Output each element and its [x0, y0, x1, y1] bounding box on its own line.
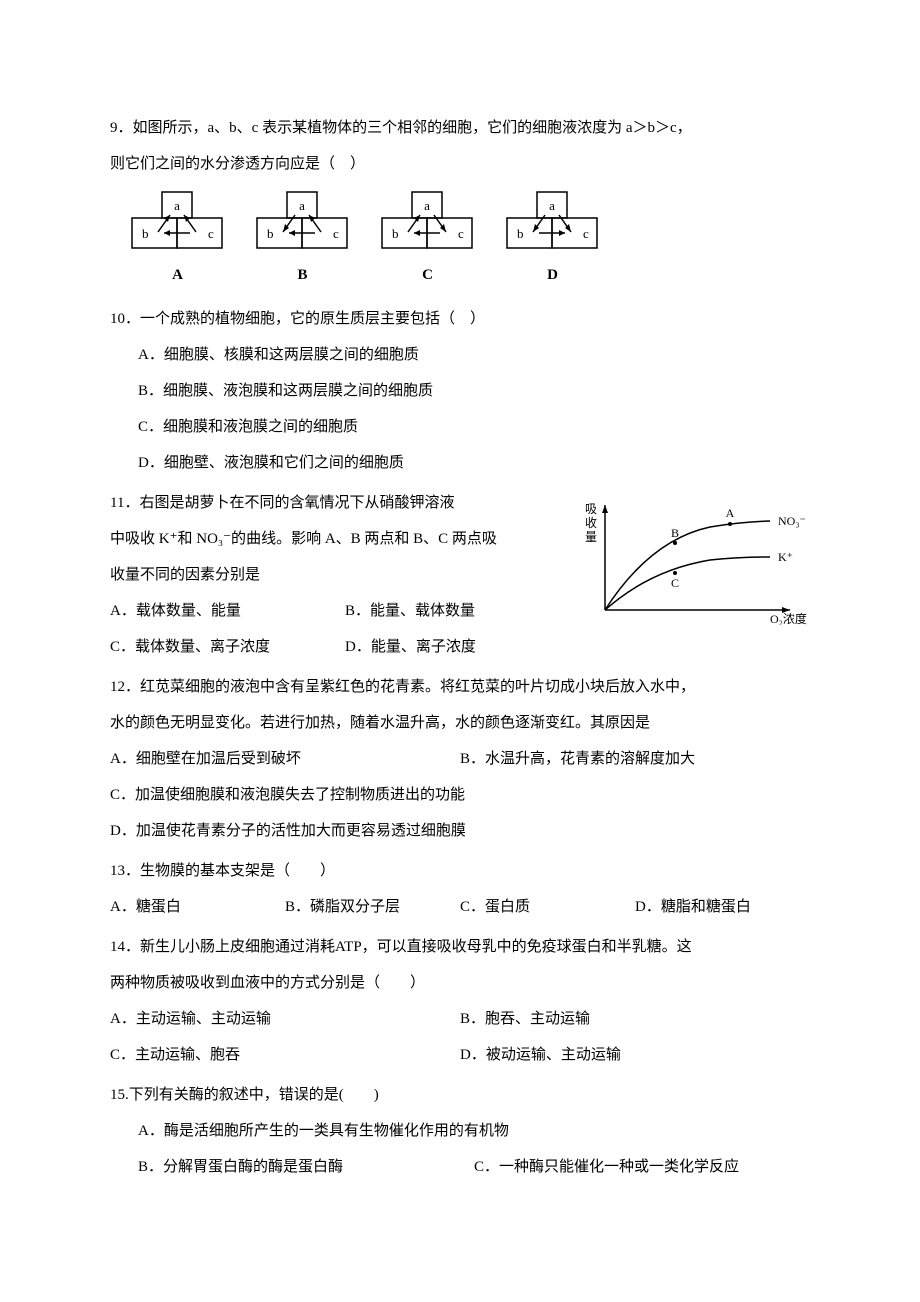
q9-stem-line1: 9．如图所示，a、b、c 表示某植物体的三个相邻的细胞，它们的细胞液浓度为 a＞… [110, 110, 810, 146]
q11-stem-line1: 11．右图是胡萝卜在不同的含氧情况下从硝酸钾溶液 [110, 485, 580, 521]
svg-text:a: a [174, 198, 180, 213]
svg-text:B: B [671, 526, 679, 540]
svg-text:收: 收 [585, 516, 597, 530]
q11-option-c: C．载体数量、离子浓度 [110, 629, 345, 665]
svg-text:量: 量 [585, 530, 597, 544]
q13-option-a: A．糖蛋白 [110, 889, 285, 925]
question-12: 12．红苋菜细胞的液泡中含有呈紫红色的花青素。将红苋菜的叶片切成小块后放入水中，… [110, 669, 810, 849]
q14-stem-line1: 14．新生儿小肠上皮细胞通过消耗ATP，可以直接吸收母乳中的免疫球蛋白和半乳糖。… [110, 929, 810, 965]
svg-text:b: b [392, 226, 399, 241]
q12-stem-line1: 12．红苋菜细胞的液泡中含有呈紫红色的花青素。将红苋菜的叶片切成小块后放入水中， [110, 669, 810, 705]
q9-diagram-d: a b c D [505, 190, 600, 293]
q15-option-b: B．分解胃蛋白酶的酶是蛋白酶 [138, 1149, 474, 1185]
q13-option-c: C．蛋白质 [460, 889, 635, 925]
q13-stem: 13．生物膜的基本支架是（ ） [110, 853, 810, 889]
q9-diagram-row: a b c A a b c [130, 190, 810, 293]
q15-stem: 15.下列有关酶的叙述中，错误的是( ) [110, 1077, 810, 1113]
q10-option-a: A．细胞膜、核膜和这两层膜之间的细胞质 [110, 337, 810, 373]
q10-option-c: C．细胞膜和液泡膜之间的细胞质 [110, 409, 810, 445]
question-13: 13．生物膜的基本支架是（ ） A．糖蛋白 B．磷脂双分子层 C．蛋白质 D．糖… [110, 853, 810, 925]
q11-stem-line3: 收量不同的因素分别是 [110, 557, 580, 593]
q10-option-b: B．细胞膜、液泡膜和这两层膜之间的细胞质 [110, 373, 810, 409]
question-11: 11．右图是胡萝卜在不同的含氧情况下从硝酸钾溶液 中吸收 K⁺和 NO₃⁻的曲线… [110, 485, 810, 665]
q9-diagram-a: a b c A [130, 190, 225, 293]
q9-stem-line2: 则它们之间的水分渗透方向应是（ ） [110, 146, 810, 182]
svg-text:b: b [267, 226, 274, 241]
q14-option-d: D．被动运输、主动运输 [460, 1037, 810, 1073]
svg-text:c: c [333, 226, 339, 241]
question-9: 9．如图所示，a、b、c 表示某植物体的三个相邻的细胞，它们的细胞液浓度为 a＞… [110, 110, 810, 293]
q11-option-d: D．能量、离子浓度 [345, 629, 580, 665]
q9-diagram-b: a b c B [255, 190, 350, 293]
svg-text:a: a [549, 198, 555, 213]
q12-stem-line2: 水的颜色无明显变化。若进行加热，随着水温升高，水的颜色逐渐变红。其原因是 [110, 705, 810, 741]
question-15: 15.下列有关酶的叙述中，错误的是( ) A．酶是活细胞所产生的一类具有生物催化… [110, 1077, 810, 1185]
q11-chart: A B C NO₃⁻ K⁺ 吸 收 量 O₂浓度 [580, 485, 810, 639]
q10-stem: 10．一个成熟的植物细胞，它的原生质层主要包括（ ） [110, 301, 810, 337]
q15-option-c: C．一种酶只能催化一种或一类化学反应 [474, 1149, 810, 1185]
q14-option-b: B．胞吞、主动运输 [460, 1001, 810, 1037]
svg-text:A: A [726, 506, 735, 520]
question-10: 10．一个成熟的植物细胞，它的原生质层主要包括（ ） A．细胞膜、核膜和这两层膜… [110, 301, 810, 481]
q13-option-b: B．磷脂双分子层 [285, 889, 460, 925]
q12-option-c: C．加温使细胞膜和液泡膜失去了控制物质进出的功能 [110, 777, 810, 813]
svg-text:b: b [517, 226, 524, 241]
svg-text:a: a [299, 198, 305, 213]
q9-label-d: D [547, 257, 558, 293]
svg-text:a: a [424, 198, 430, 213]
question-14: 14．新生儿小肠上皮细胞通过消耗ATP，可以直接吸收母乳中的免疫球蛋白和半乳糖。… [110, 929, 810, 1073]
svg-text:O₂浓度: O₂浓度 [770, 611, 807, 625]
q15-option-a: A．酶是活细胞所产生的一类具有生物催化作用的有机物 [110, 1113, 810, 1149]
svg-text:K⁺: K⁺ [778, 550, 793, 564]
svg-text:c: c [583, 226, 589, 241]
q11-option-b: B．能量、载体数量 [345, 593, 580, 629]
q11-option-a: A．载体数量、能量 [110, 593, 345, 629]
q13-option-d: D．糖脂和糖蛋白 [635, 889, 810, 925]
svg-text:NO₃⁻: NO₃⁻ [778, 514, 806, 528]
svg-text:C: C [671, 576, 679, 590]
q12-option-b: B．水温升高，花青素的溶解度加大 [460, 741, 810, 777]
svg-text:c: c [208, 226, 214, 241]
q9-label-b: B [297, 257, 307, 293]
q12-option-a: A．细胞壁在加温后受到破坏 [110, 741, 460, 777]
q12-option-d: D．加温使花青素分子的活性加大而更容易透过细胞膜 [110, 813, 810, 849]
q10-option-d: D．细胞壁、液泡膜和它们之间的细胞质 [110, 445, 810, 481]
svg-text:c: c [458, 226, 464, 241]
q9-label-c: C [422, 257, 433, 293]
q14-option-a: A．主动运输、主动运输 [110, 1001, 460, 1037]
q14-stem-line2: 两种物质被吸收到血液中的方式分别是（ ） [110, 965, 810, 1001]
q9-diagram-c: a b c C [380, 190, 475, 293]
q11-stem-line2: 中吸收 K⁺和 NO₃⁻的曲线。影响 A、B 两点和 B、C 两点吸 [110, 521, 580, 557]
q9-label-a: A [172, 257, 183, 293]
svg-text:b: b [142, 226, 149, 241]
svg-text:吸: 吸 [585, 502, 597, 516]
q14-option-c: C．主动运输、胞吞 [110, 1037, 460, 1073]
